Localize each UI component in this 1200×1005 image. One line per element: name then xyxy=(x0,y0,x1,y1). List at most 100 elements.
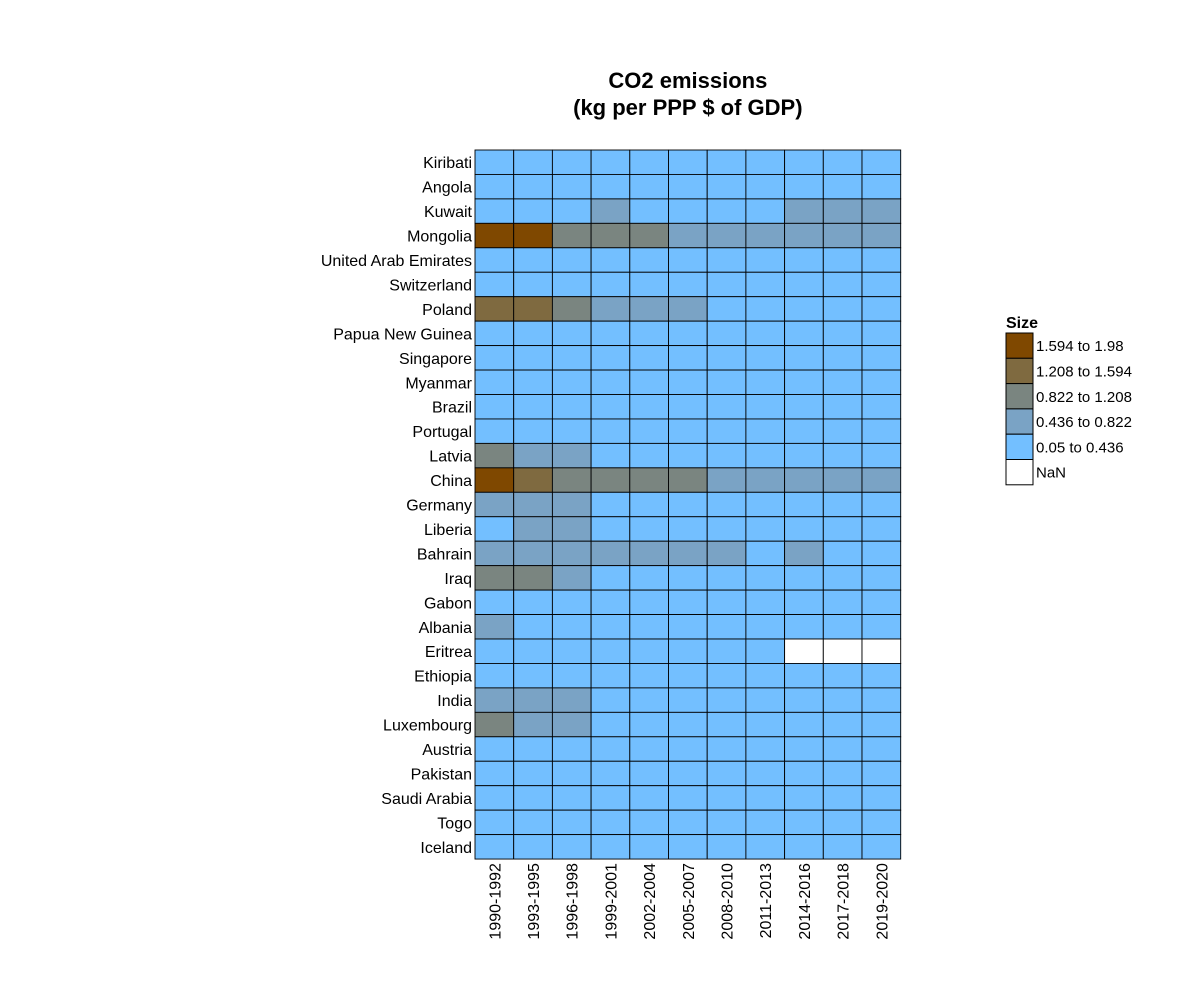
heatmap-cell xyxy=(551,663,592,689)
heatmap-cell xyxy=(590,222,631,249)
heatmap-cell xyxy=(590,467,631,493)
heatmap-cell xyxy=(784,760,824,787)
heatmap-cell xyxy=(822,638,863,664)
heatmap-cell xyxy=(513,516,553,542)
legend-label: 1.594 to 1.98 xyxy=(1036,338,1124,355)
heatmap-cell xyxy=(861,198,902,224)
heatmap-cell xyxy=(513,418,553,444)
heatmap-cell xyxy=(822,663,863,689)
heatmap-cell xyxy=(745,663,786,689)
heatmap-cell xyxy=(706,369,747,395)
heatmap-cell xyxy=(668,173,708,200)
heatmap-cell xyxy=(513,173,553,200)
heatmap-cell xyxy=(745,198,786,224)
heatmap-cell xyxy=(474,345,515,371)
heatmap-cell xyxy=(551,467,592,493)
heatmap-cell xyxy=(551,809,592,836)
heatmap-cell xyxy=(706,614,747,640)
heatmap-cell xyxy=(513,663,553,689)
heatmap-cell xyxy=(822,785,863,811)
chart-title-line: CO2 emissions xyxy=(608,68,767,93)
heatmap-cell xyxy=(474,565,515,591)
heatmap-cell xyxy=(706,198,747,224)
heatmap-cell xyxy=(822,345,863,371)
heatmap-cell xyxy=(513,687,553,713)
heatmap-cell xyxy=(551,834,592,860)
heatmap-cell xyxy=(668,614,708,640)
heatmap-cell xyxy=(706,736,747,762)
heatmap-cell xyxy=(551,614,592,640)
heatmap-cell xyxy=(822,687,863,713)
heatmap-cell xyxy=(590,516,631,542)
heatmap-cell xyxy=(706,711,747,738)
heatmap-cell xyxy=(590,760,631,787)
heatmap-cell xyxy=(706,663,747,689)
heatmap-cell xyxy=(551,173,592,200)
heatmap-cell xyxy=(513,638,553,664)
heatmap-cell xyxy=(745,442,786,469)
heatmap-cell xyxy=(629,785,669,811)
heatmap-cell xyxy=(474,173,515,200)
heatmap-cell xyxy=(784,149,824,175)
heatmap-cell xyxy=(590,296,631,322)
heatmap-cell xyxy=(745,614,786,640)
heatmap-cell xyxy=(745,516,786,542)
heatmap-cell xyxy=(784,271,824,298)
heatmap-cell xyxy=(629,369,669,395)
heatmap-cell xyxy=(590,834,631,860)
heatmap-cell xyxy=(590,565,631,591)
heatmap-cell xyxy=(745,711,786,738)
heatmap-cell xyxy=(784,711,824,738)
heatmap-cell xyxy=(474,711,515,738)
heatmap-cell xyxy=(706,785,747,811)
heatmap-cell xyxy=(784,320,824,347)
heatmap-cell xyxy=(706,271,747,298)
heatmap-cell xyxy=(668,271,708,298)
heatmap-cell xyxy=(629,442,669,469)
heatmap-cell xyxy=(668,809,708,836)
row-label: Pakistan xyxy=(411,766,472,783)
heatmap-cell xyxy=(629,296,669,322)
row-label: Kiribati xyxy=(423,155,472,172)
heatmap-cell xyxy=(513,565,553,591)
heatmap-cell xyxy=(706,418,747,444)
heatmap-cell xyxy=(513,271,553,298)
heatmap-cell xyxy=(513,394,553,420)
heatmap-cell xyxy=(822,711,863,738)
heatmap-cell xyxy=(861,271,902,298)
heatmap-cell xyxy=(513,614,553,640)
heatmap-cell xyxy=(629,516,669,542)
heatmap-cell xyxy=(784,198,824,224)
heatmap-cell xyxy=(629,320,669,347)
heatmap-cell xyxy=(745,687,786,713)
heatmap-cell xyxy=(551,222,592,249)
heatmap-cell xyxy=(551,785,592,811)
heatmap-cell xyxy=(784,418,824,444)
heatmap-cell xyxy=(474,687,515,713)
heatmap-cell xyxy=(745,149,786,175)
heatmap-cell xyxy=(629,614,669,640)
heatmap-cell xyxy=(629,222,669,249)
heatmap-cell xyxy=(822,198,863,224)
heatmap-cell xyxy=(861,394,902,420)
heatmap-cell xyxy=(513,198,553,224)
row-label: Saudi Arabia xyxy=(381,791,472,808)
heatmap-cell xyxy=(590,614,631,640)
heatmap-cell xyxy=(822,516,863,542)
heatmap-cell xyxy=(474,418,515,444)
heatmap-cell xyxy=(822,149,863,175)
row-label: Mongolia xyxy=(407,229,472,246)
row-label: Brazil xyxy=(432,400,472,417)
heatmap-cell xyxy=(822,442,863,469)
heatmap-cell xyxy=(861,589,902,615)
heatmap-cell xyxy=(590,320,631,347)
heatmap-cell xyxy=(551,540,592,567)
heatmap-cell xyxy=(784,442,824,469)
row-label: Poland xyxy=(422,302,472,319)
heatmap-cell xyxy=(706,540,747,567)
heatmap-cell xyxy=(590,711,631,738)
heatmap-cell xyxy=(706,589,747,615)
heatmap-cell xyxy=(822,589,863,615)
heatmap-cell xyxy=(706,394,747,420)
row-label: Papua New Guinea xyxy=(333,326,472,343)
